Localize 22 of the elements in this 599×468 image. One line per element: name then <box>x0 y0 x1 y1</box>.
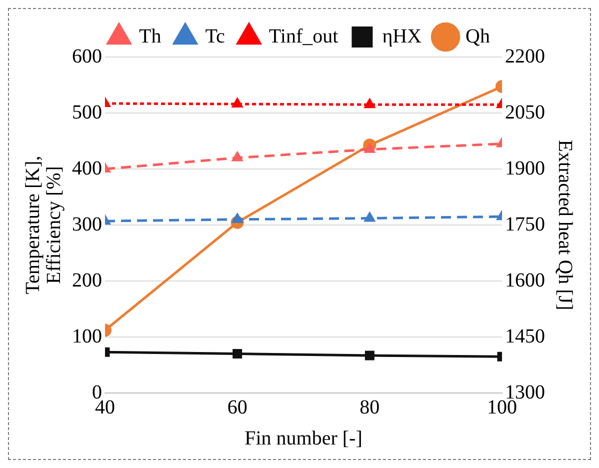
legend-label: Th <box>139 25 162 48</box>
legend-label: Tc <box>205 25 226 48</box>
x-tick-label: 80 <box>360 396 380 418</box>
y-tick-label: 200 <box>72 269 102 292</box>
legend-label: Qh <box>466 25 490 48</box>
x-tick-label: 60 <box>227 396 248 418</box>
y-tick-label: 400 <box>72 157 102 180</box>
y2-tick-label: 1600 <box>505 269 545 292</box>
y2-tick-label: 1450 <box>505 325 545 348</box>
y-tick-label: 300 <box>72 213 102 236</box>
y2-axis-title: Extracted heat Qh [J] <box>554 140 576 310</box>
y2-tick-label: 1750 <box>505 213 545 236</box>
y-axis-title: Temperature [K], Efficiency [%] <box>22 156 65 294</box>
legend-label: Tinf_out <box>268 25 339 48</box>
legend-label: ηHX <box>382 25 422 48</box>
y-tick-label: 600 <box>72 45 102 68</box>
y2-tick-label: 1900 <box>505 157 545 180</box>
x-axis-title: Fin number [-] <box>244 427 362 450</box>
y2-tick-label: 2050 <box>505 101 545 124</box>
y-tick-label: 100 <box>72 325 102 348</box>
y2-tick-label: 2200 <box>505 45 545 68</box>
y-tick-label: 500 <box>72 101 102 124</box>
